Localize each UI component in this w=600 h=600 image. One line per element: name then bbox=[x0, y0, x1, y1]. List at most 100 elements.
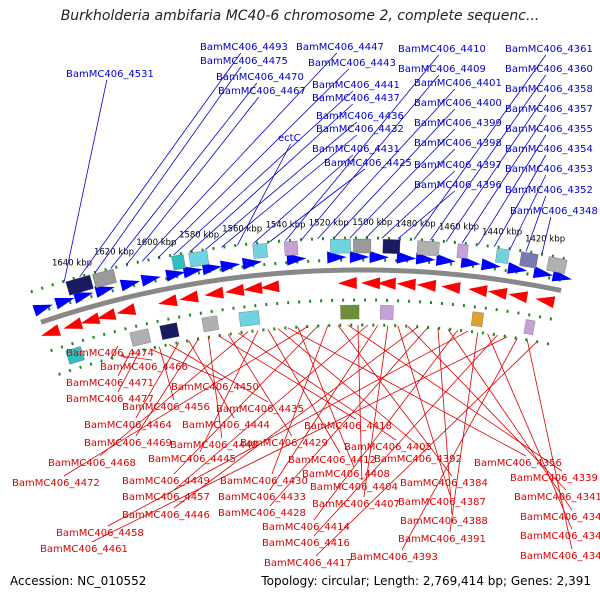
reverse-gene-arrow bbox=[260, 280, 280, 293]
top-gene-label: BamMC406_4437 bbox=[312, 93, 400, 104]
bottom-gene-leader-line bbox=[397, 325, 451, 496]
top-gene-label: BamMC406_4353 bbox=[505, 164, 593, 175]
reverse-gene-arrow bbox=[376, 277, 396, 290]
top-gene-leader-line bbox=[205, 121, 358, 250]
forward-gene-arrow bbox=[140, 274, 161, 287]
reverse-gene-arrow bbox=[243, 281, 263, 294]
forward-gene-arrow bbox=[94, 286, 115, 298]
bottom-gene-label: BamMC406_4418 bbox=[304, 421, 392, 432]
top-gene-leader-line bbox=[461, 114, 547, 244]
page-title: Burkholderia ambifaria MC40-6 chromosome… bbox=[60, 8, 540, 24]
scale-label: 1600 kbp bbox=[136, 238, 176, 248]
feature-block-outer bbox=[519, 251, 539, 269]
reverse-gene-arrow bbox=[361, 277, 381, 290]
bottom-gene-label: BamMC406_4343 bbox=[520, 531, 600, 542]
forward-gene-arrow bbox=[220, 260, 241, 273]
topology-summary-text: Topology: circular; Length: 2,769,414 bp… bbox=[261, 574, 591, 588]
top-gene-leader-line bbox=[365, 148, 456, 239]
bottom-gene-leader-line bbox=[237, 332, 397, 441]
feature-block-inner bbox=[238, 310, 261, 327]
bottom-gene-leader-line bbox=[99, 331, 249, 457]
bottom-gene-label: BamMC406_4469 bbox=[84, 438, 172, 449]
forward-gene-arrow bbox=[480, 258, 501, 271]
bottom-gene-leader-line bbox=[347, 324, 563, 472]
reverse-gene-arrow bbox=[224, 283, 245, 296]
top-gene-label: BamMC406_4401 bbox=[414, 78, 502, 89]
feature-block-outer bbox=[188, 250, 210, 268]
top-gene-leader-line bbox=[173, 90, 354, 256]
feature-block-outer bbox=[65, 274, 94, 296]
bottom-gene-leader-line bbox=[363, 325, 389, 498]
feature-block-outer bbox=[330, 238, 351, 254]
reverse-gene-arrow bbox=[468, 285, 488, 298]
bottom-gene-leader-line bbox=[449, 332, 479, 533]
forward-gene-arrow bbox=[507, 261, 528, 274]
top-gene-label: BamMC406_4493 bbox=[200, 42, 288, 53]
bottom-gene-leader-line bbox=[269, 327, 429, 507]
bottom-gene-leader-line bbox=[149, 348, 224, 381]
top-gene-label: BamMC406_4441 bbox=[312, 80, 400, 91]
bottom-gene-leader-line bbox=[173, 326, 419, 509]
feature-block-outer bbox=[252, 243, 268, 259]
top-gene-leader-line bbox=[397, 190, 456, 240]
top-gene-leader-line bbox=[63, 79, 108, 282]
bottom-gene-label: BamMC406_4384 bbox=[400, 478, 488, 489]
top-gene-leader-line bbox=[237, 143, 291, 246]
top-gene-label: BamMC406_4400 bbox=[414, 98, 502, 109]
bottom-gene-label: BamMC406_4477 bbox=[66, 394, 154, 405]
forward-gene-arrow bbox=[396, 251, 417, 264]
top-gene-label: BamMC406_4361 bbox=[505, 44, 593, 55]
bottom-gene-label: BamMC406_4344 bbox=[520, 551, 600, 562]
bottom-gene-leader-line bbox=[287, 327, 527, 457]
top-gene-leader-line bbox=[94, 66, 242, 273]
forward-gene-arrow bbox=[435, 253, 456, 266]
feature-block-inner bbox=[159, 322, 180, 340]
top-gene-label: BamMC406_4470 bbox=[216, 72, 304, 83]
feature-block-outer bbox=[495, 248, 510, 264]
bottom-gene-label: BamMC406_4433 bbox=[218, 492, 306, 503]
top-gene-leader-line bbox=[253, 154, 354, 244]
bottom-gene-label: BamMC406_4412 bbox=[288, 455, 376, 466]
top-gene-leader-line bbox=[413, 54, 547, 240]
bottom-gene-label: BamMC406_4466 bbox=[100, 362, 188, 373]
feature-block-outer bbox=[546, 256, 568, 274]
bottom-gene-leader-line bbox=[91, 336, 508, 543]
forward-gene-arrow bbox=[165, 269, 186, 282]
reverse-gene-arrow bbox=[116, 303, 137, 315]
bottom-gene-leader-line bbox=[135, 342, 180, 419]
top-gene-label: BamMC406_4443 bbox=[308, 58, 396, 69]
top-gene-leader-line bbox=[110, 82, 258, 269]
top-gene-label: BamMC406_4355 bbox=[505, 124, 593, 135]
bottom-gene-leader-line bbox=[297, 326, 355, 468]
forward-gene-arrow bbox=[327, 251, 347, 264]
bottom-gene-leader-line bbox=[401, 338, 518, 551]
bottom-gene-label: BamMC406_4446 bbox=[122, 510, 210, 521]
forward-gene-arrow bbox=[32, 304, 53, 317]
top-gene-label: BamMC406_4531 bbox=[66, 69, 154, 80]
top-gene-label: BamMC406_4410 bbox=[398, 44, 486, 55]
top-gene-leader-line bbox=[477, 134, 547, 246]
bottom-gene-label: BamMC406_4429 bbox=[240, 438, 328, 449]
feature-block-outer bbox=[92, 268, 117, 289]
bottom-gene-label: BamMC406_4404 bbox=[310, 482, 398, 493]
bottom-gene-label: BamMC406_4342 bbox=[520, 512, 600, 523]
bottom-gene-leader-line bbox=[218, 335, 357, 420]
reverse-gene-arrow bbox=[337, 277, 357, 290]
reverse-gene-arrow bbox=[204, 286, 224, 299]
forward-gene-arrow bbox=[182, 266, 203, 279]
bottom-gene-label: BamMC406_4445 bbox=[148, 454, 236, 465]
bottom-gene-leader-line bbox=[117, 353, 131, 377]
top-gene-label: BamMC406_4397 bbox=[414, 160, 502, 171]
bottom-gene-leader-line bbox=[357, 324, 363, 481]
bottom-gene-label: BamMC406_4339 bbox=[510, 473, 598, 484]
feature-block-outer bbox=[456, 243, 469, 259]
bottom-gene-label: BamMC406_4417 bbox=[264, 558, 352, 569]
top-gene-leader-line bbox=[525, 195, 547, 252]
bottom-gene-label: BamMC406_4405 bbox=[344, 442, 432, 453]
top-gene-leader-line bbox=[221, 134, 358, 248]
bottom-gene-label: BamMC406_4356 bbox=[474, 458, 562, 469]
bottom-gene-leader-line bbox=[117, 350, 141, 393]
top-gene-label: BamMC406_4447 bbox=[296, 42, 384, 53]
forward-gene-arrow bbox=[532, 266, 553, 278]
